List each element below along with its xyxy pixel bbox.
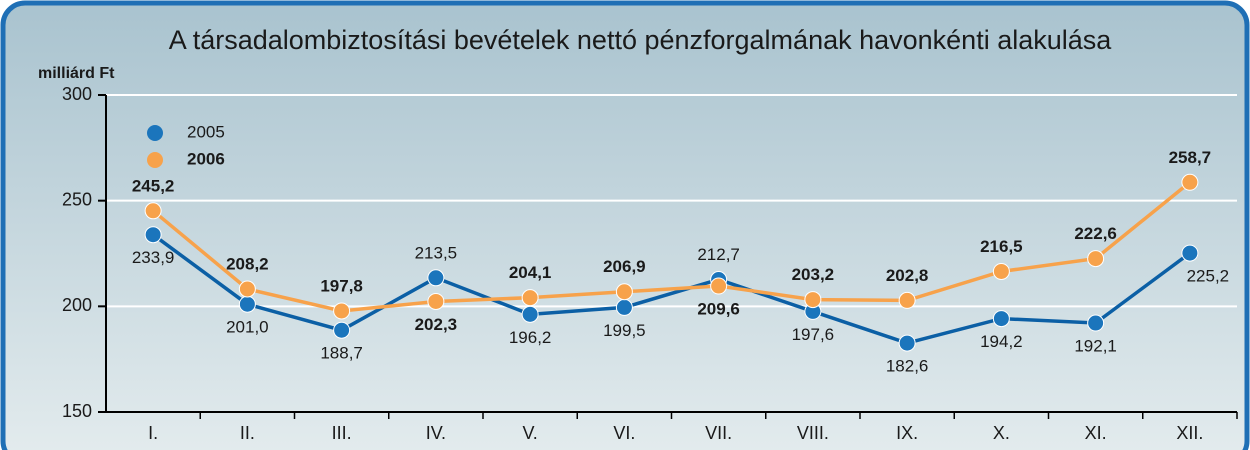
data-label: 213,5 xyxy=(415,243,458,262)
x-tick-label: X. xyxy=(993,423,1010,443)
x-tick-label: VII. xyxy=(705,423,732,443)
data-point xyxy=(804,291,822,309)
data-label: 204,1 xyxy=(509,263,552,282)
y-tick-label: 300 xyxy=(62,84,92,104)
data-point xyxy=(144,202,162,220)
legend-marker xyxy=(147,152,163,168)
data-point xyxy=(333,302,351,320)
data-label: 202,8 xyxy=(886,266,929,285)
data-label: 194,2 xyxy=(980,332,1023,351)
data-point xyxy=(333,321,351,339)
x-tick-label: V. xyxy=(522,423,537,443)
data-point xyxy=(238,280,256,298)
series-line xyxy=(152,233,1191,345)
data-label: 196,2 xyxy=(509,328,552,347)
y-tick-label: 150 xyxy=(62,401,92,421)
data-label: 206,9 xyxy=(603,257,646,276)
data-label: 199,5 xyxy=(603,321,646,340)
legend-label: 2005 xyxy=(187,122,225,141)
data-label: 209,6 xyxy=(697,300,740,319)
data-label: 192,1 xyxy=(1074,337,1117,356)
series-line xyxy=(152,180,1191,313)
x-tick-label: VI. xyxy=(613,423,635,443)
data-point xyxy=(615,298,633,316)
y-tick-label: 200 xyxy=(62,295,92,315)
data-label: 208,2 xyxy=(226,254,269,273)
data-label: 202,3 xyxy=(415,315,458,334)
y-tick-label: 250 xyxy=(62,189,92,209)
data-label: 222,6 xyxy=(1074,224,1117,243)
legend-marker xyxy=(147,125,163,141)
data-point xyxy=(427,292,445,310)
data-point xyxy=(144,226,162,244)
x-tick-label: II. xyxy=(240,423,255,443)
legend-label: 2006 xyxy=(187,149,225,168)
x-tick-label: VIII. xyxy=(797,423,829,443)
data-point xyxy=(615,283,633,301)
chart-title: A társadalombiztosítási bevételek nettó … xyxy=(169,25,1113,55)
data-label: 201,0 xyxy=(226,318,269,337)
data-label: 203,2 xyxy=(792,265,835,284)
data-label: 233,9 xyxy=(132,248,175,267)
data-label: 188,7 xyxy=(320,344,363,363)
data-point xyxy=(898,291,916,309)
data-point xyxy=(427,269,445,287)
data-point xyxy=(1087,250,1105,268)
data-label: 197,6 xyxy=(792,325,835,344)
x-tick-label: III. xyxy=(332,423,352,443)
x-tick-label: XII. xyxy=(1176,423,1203,443)
data-label: 225,2 xyxy=(1187,267,1230,286)
x-tick-label: IV. xyxy=(426,423,446,443)
data-label: 258,7 xyxy=(1169,148,1212,167)
data-point xyxy=(898,334,916,352)
x-tick-label: XI. xyxy=(1085,423,1107,443)
x-tick-label: I. xyxy=(148,423,158,443)
data-point xyxy=(710,277,728,295)
data-label: 212,7 xyxy=(697,245,740,264)
data-label: 197,8 xyxy=(320,276,363,295)
data-point xyxy=(1181,173,1199,191)
data-point xyxy=(521,289,539,307)
data-point xyxy=(238,295,256,313)
y-axis-label: milliárd Ft xyxy=(38,65,115,82)
data-label: 245,2 xyxy=(132,176,175,195)
data-point xyxy=(1181,244,1199,262)
data-point xyxy=(1087,314,1105,332)
data-label: 216,5 xyxy=(980,237,1023,256)
data-label: 182,6 xyxy=(886,357,929,376)
data-point xyxy=(521,305,539,323)
data-point xyxy=(992,262,1010,280)
data-point xyxy=(992,310,1010,328)
x-tick-label: IX. xyxy=(896,423,918,443)
